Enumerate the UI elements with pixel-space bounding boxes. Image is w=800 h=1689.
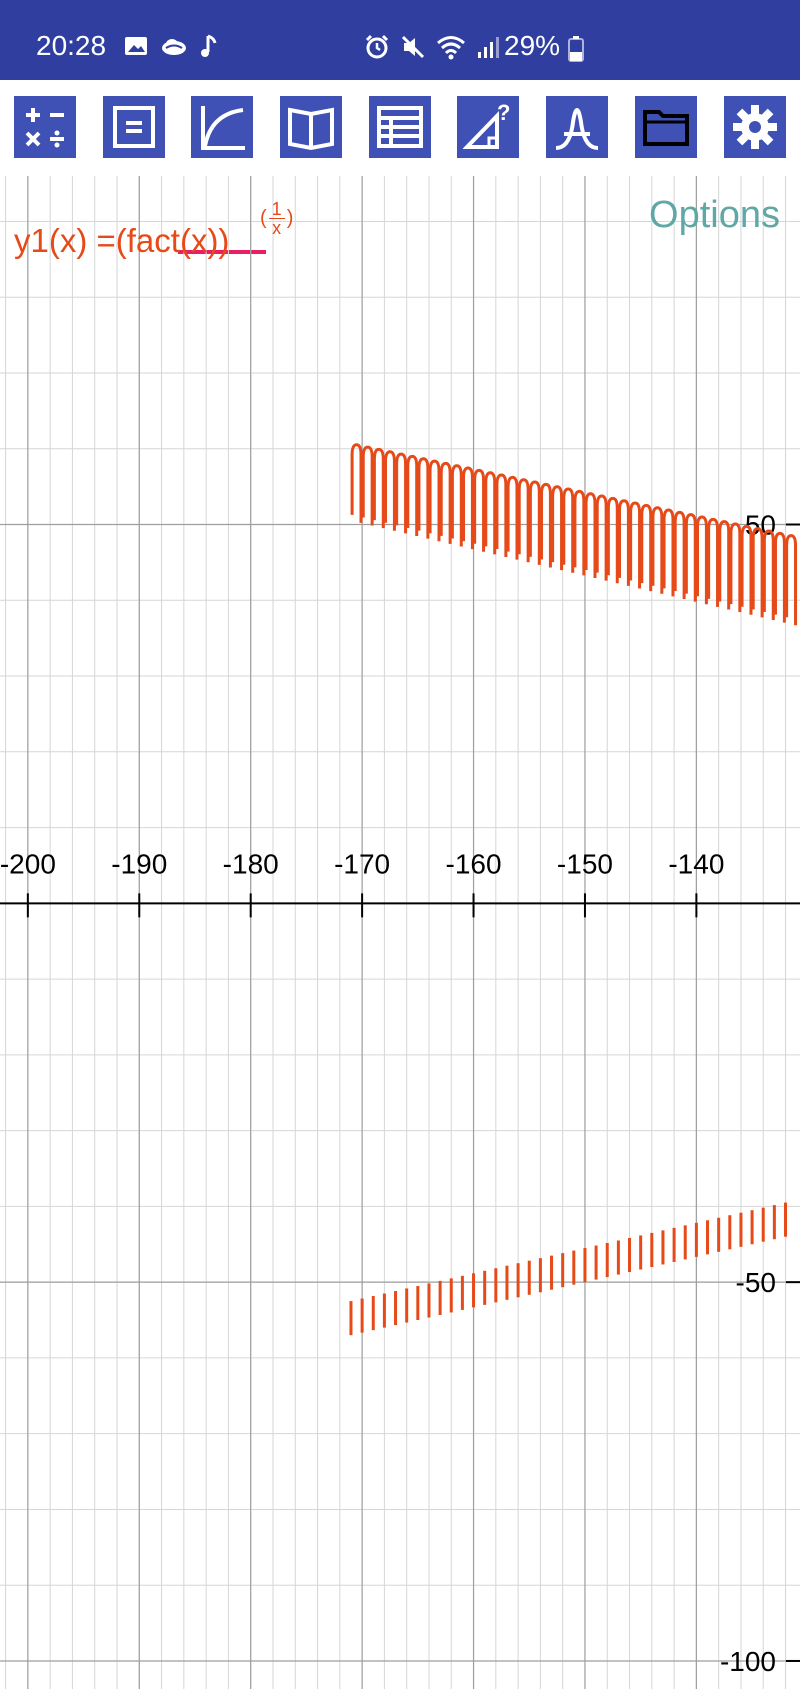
curve-upper-segment	[740, 524, 753, 615]
curve-upper-segment	[573, 489, 586, 576]
curve-upper-segment	[406, 454, 419, 537]
curve-upper-segment	[562, 487, 575, 573]
curve-upper-segment	[785, 534, 798, 626]
curve-upper-segment	[729, 522, 742, 613]
exponent-close-paren: )	[286, 206, 294, 229]
alarm-icon	[365, 34, 389, 59]
book-button[interactable]	[280, 96, 342, 158]
curve-upper-segment	[506, 475, 519, 560]
equation-button[interactable]	[103, 96, 165, 158]
options-button[interactable]: Options	[649, 194, 780, 236]
graph-button[interactable]	[191, 96, 253, 158]
geometry-icon: ?	[463, 102, 510, 149]
formula-base: y1(x) =(fact(x))	[14, 222, 230, 259]
curve-upper-segment	[673, 510, 686, 599]
svg-text:?: ?	[497, 102, 510, 125]
function-formula[interactable]: y1(x) =(fact(x)) (1 x)	[14, 200, 293, 260]
curve-upper-segment	[629, 501, 642, 589]
curve-upper-segment	[439, 461, 452, 544]
curve-upper-segment	[428, 459, 441, 542]
graph-icon	[201, 106, 245, 150]
y-tick-label: -50	[736, 1267, 776, 1298]
x-tick-label: -170	[334, 848, 390, 879]
curve-upper-segment	[695, 515, 708, 605]
x-tick-label: -160	[446, 848, 502, 879]
curve-upper-segment	[361, 445, 374, 526]
formula-exponent: (1 x)	[260, 200, 293, 237]
active-tab-indicator	[178, 250, 266, 254]
y-tick-label: -100	[720, 1646, 776, 1677]
x-tick-label: -150	[557, 848, 613, 879]
equation-icon	[113, 106, 155, 148]
curve-upper-segment	[350, 443, 363, 523]
distribution-button[interactable]	[546, 96, 608, 158]
calculator-icon	[25, 108, 64, 148]
curve-upper-segment	[384, 450, 396, 531]
curve-upper-segment	[462, 466, 474, 550]
status-time: 20:28	[36, 30, 107, 61]
music-note-icon	[201, 34, 217, 57]
curve-upper-segment	[651, 506, 664, 594]
folder-icon	[643, 110, 689, 146]
gallery-icon	[125, 37, 147, 55]
curve-upper-segment	[551, 485, 564, 571]
book-icon	[288, 107, 334, 151]
exponent-denominator: x	[272, 218, 282, 238]
folder-button[interactable]	[635, 96, 697, 158]
table-button[interactable]	[369, 96, 431, 158]
calculator-button[interactable]	[14, 96, 76, 158]
x-tick-label: -180	[223, 848, 279, 879]
exponent-open-paren: (	[260, 206, 267, 229]
curve-upper-segment	[517, 478, 530, 563]
x-tick-label: -190	[111, 848, 167, 879]
curve-upper-segment	[473, 468, 486, 552]
x-tick-label: -140	[668, 848, 724, 879]
mute-icon	[401, 35, 425, 59]
curve-upper-segment	[584, 492, 597, 579]
curve-upper-segment	[495, 473, 508, 558]
curve-upper-segment	[684, 513, 697, 602]
cloud-icon	[162, 39, 186, 55]
curve-upper-segment	[762, 529, 775, 620]
curve-upper-segment	[417, 457, 430, 539]
curve-upper-segment	[395, 452, 408, 534]
exponent-numerator: 1	[268, 200, 285, 219]
battery-icon	[568, 36, 584, 62]
curve-upper-segment	[528, 480, 541, 565]
battery-percent: 29%	[504, 30, 561, 61]
distribution-icon	[555, 108, 599, 150]
toolbar: ?	[0, 80, 800, 254]
curve-upper-segment	[707, 517, 720, 607]
curve-upper-segment	[718, 520, 731, 610]
geometry-button[interactable]: ?	[457, 96, 519, 158]
curve-upper-segment	[595, 494, 608, 581]
signal-icon	[478, 37, 499, 58]
status-bar: 20:28 29%	[0, 0, 800, 80]
curve-upper-segment	[484, 471, 497, 555]
x-tick-label: -200	[0, 848, 56, 879]
curve-upper-segment	[662, 508, 675, 597]
curve-upper-segment	[540, 482, 552, 568]
wifi-icon	[437, 36, 465, 60]
curve-upper-segment	[606, 496, 619, 584]
curve-upper-segment	[773, 531, 786, 623]
curve-upper-segment	[372, 447, 385, 529]
settings-button[interactable]	[724, 96, 786, 158]
table-icon	[377, 106, 423, 148]
curve-upper-segment	[450, 464, 463, 547]
settings-icon	[733, 105, 777, 149]
curve-upper-segment	[617, 499, 630, 586]
curve-upper-segment	[640, 503, 653, 592]
curve-upper-segment	[751, 527, 764, 618]
